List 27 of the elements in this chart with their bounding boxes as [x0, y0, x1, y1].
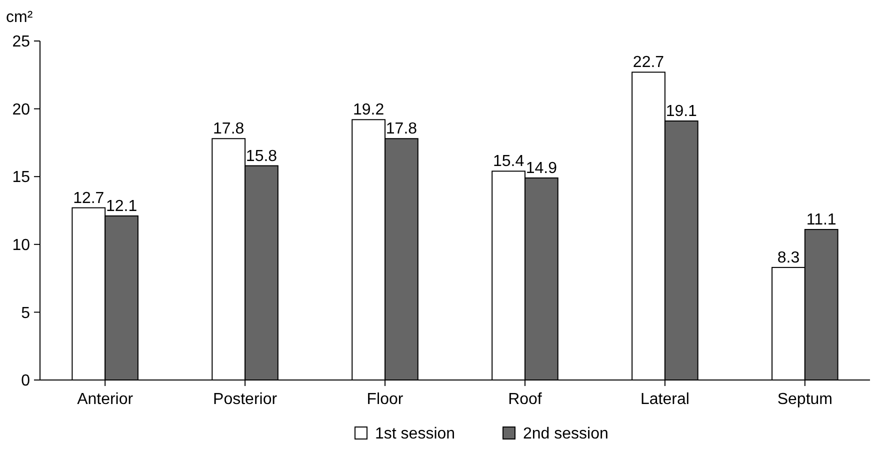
y-tick-label: 0: [21, 372, 30, 390]
x-tick-label: Posterior: [213, 391, 278, 408]
data-label: 17.8: [386, 120, 418, 138]
y-tick-label: 5: [21, 304, 30, 322]
legend-label: 2nd session: [523, 426, 608, 443]
x-tick-label: Anterior: [77, 391, 134, 408]
y-tick-label: 25: [12, 34, 30, 51]
data-label: 19.1: [666, 103, 698, 120]
data-label: 12.7: [73, 190, 104, 207]
data-label: 14.9: [526, 160, 558, 177]
data-label: 19.2: [353, 102, 384, 119]
y-tick-label: 20: [12, 101, 30, 118]
data-label: 22.7: [632, 54, 664, 72]
y-tick-label: 10: [12, 237, 30, 254]
legend-label: 1st session: [375, 426, 456, 443]
x-tick-label: Septum: [777, 391, 832, 408]
x-tick-label: Roof: [508, 391, 542, 408]
data-label: 12.1: [106, 198, 138, 215]
y-tick-label: 15: [12, 169, 30, 186]
data-label: 8.3: [777, 249, 800, 266]
data-label: 15.8: [246, 148, 278, 165]
x-tick-label: Lateral: [640, 391, 690, 408]
y-axis-title: cm²: [6, 9, 34, 26]
data-label: 15.4: [492, 153, 524, 170]
data-label: 17.8: [213, 120, 244, 138]
data-label: 11.1: [806, 211, 836, 228]
x-tick-label: Floor: [366, 391, 404, 408]
